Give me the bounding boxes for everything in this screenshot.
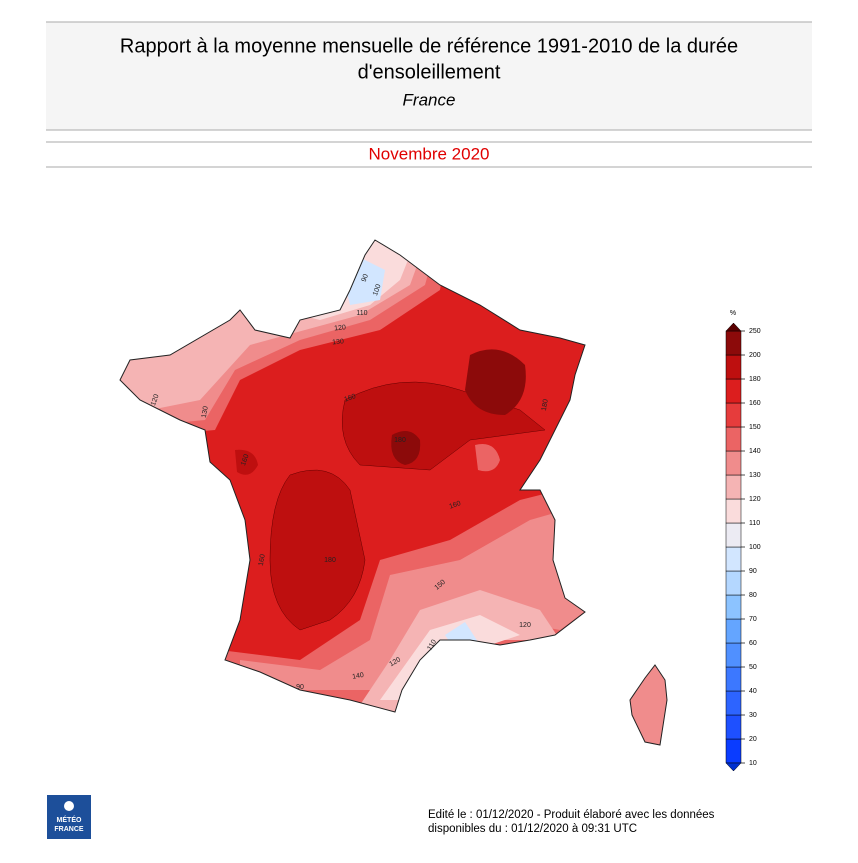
colorbar-tick-label: 150 (749, 424, 761, 431)
colorbar-band (725, 426, 742, 452)
footer-text: Edité le : 01/12/2020 - Produit élaboré … (428, 809, 715, 821)
colorbar-under (725, 762, 742, 772)
colorbar-tick-label: 10 (749, 760, 757, 767)
colorbar-tick-label: 120 (749, 496, 761, 503)
zone (391, 431, 421, 465)
colorbar-band (725, 354, 742, 380)
colorbar-band (725, 642, 742, 668)
footer-text: disponibles du : 01/12/2020 à 09:31 UTC (428, 823, 637, 835)
subtitle: France (403, 90, 456, 109)
zone (475, 444, 500, 472)
colorbar-tick-label: 30 (749, 712, 757, 719)
contour-label: 160 (448, 500, 461, 511)
contour-label: 120 (519, 622, 531, 629)
colorbar-tick-label: 160 (749, 400, 761, 407)
contour-label: 120 (150, 393, 161, 406)
contour-label: 120 (388, 656, 402, 668)
colorbar-band (725, 522, 742, 548)
colorbar-band (725, 378, 742, 404)
zone (465, 349, 526, 415)
period: Novembre 2020 (369, 144, 490, 163)
colorbar-tick-label: 20 (749, 736, 757, 743)
colorbar-tick-label: 200 (749, 352, 761, 359)
colorbar-unit: % (730, 310, 736, 317)
colorbar-band (725, 666, 742, 692)
colorbar-tick-label: 250 (749, 328, 761, 335)
colorbar-tick-label: 90 (749, 568, 757, 575)
colorbar-tick-label: 40 (749, 688, 757, 695)
contour-label: 110 (426, 639, 438, 652)
logo-text: FRANCE (54, 826, 83, 833)
colorbar-band (725, 498, 742, 524)
contour-label: 120 (334, 324, 346, 332)
contour-label: 90 (361, 273, 370, 283)
colorbar-band (725, 450, 742, 476)
colorbar-band (725, 402, 742, 428)
contour-label: 160 (258, 554, 267, 567)
title: d'ensoleillement (358, 61, 501, 83)
contour-label: 130 (201, 406, 210, 419)
logo-text: MÉTÉO (57, 815, 82, 824)
colorbar-band (725, 738, 742, 764)
contour-label: 100 (372, 283, 383, 296)
colorbar-band (725, 330, 742, 356)
contour-label: 110 (356, 310, 367, 317)
colorbar-tick-label: 60 (749, 640, 757, 647)
title: Rapport à la moyenne mensuelle de référe… (120, 35, 738, 57)
corsica (629, 664, 668, 746)
zone (235, 449, 258, 475)
colorbar-band (725, 474, 742, 500)
contour-label: 140 (352, 672, 365, 681)
colorbar-tick-label: 50 (749, 664, 757, 671)
colorbar-band (725, 594, 742, 620)
contour-label: 180 (324, 557, 336, 564)
colorbar-tick-label: 100 (749, 544, 761, 551)
contour-label: 90 (296, 684, 304, 691)
colorbar-tick-label: 70 (749, 616, 757, 623)
contour-label: 160 (343, 393, 356, 404)
header-box (46, 22, 812, 130)
colorbar-band (725, 618, 742, 644)
colorbar-tick-label: 130 (749, 472, 761, 479)
zone (269, 469, 366, 631)
map (120, 240, 585, 712)
colorbar-tick-label: 180 (749, 376, 761, 383)
contour-label: 180 (394, 437, 406, 444)
contour-label: 160 (240, 453, 251, 466)
colorbar-tick-label: 110 (749, 520, 760, 527)
colorbar-band (725, 714, 742, 740)
colorbar-tick-label: 140 (749, 448, 761, 455)
colorbar-band (725, 546, 742, 572)
contour-label: 130 (332, 338, 344, 346)
logo-mark (64, 801, 74, 811)
zone (240, 500, 585, 690)
colorbar-band (725, 570, 742, 596)
colorbar-tick-label: 80 (749, 592, 757, 599)
border (119, 239, 586, 713)
colorbar-band (725, 690, 742, 716)
contour-label: 180 (541, 399, 550, 412)
colorbar-over (725, 322, 742, 332)
